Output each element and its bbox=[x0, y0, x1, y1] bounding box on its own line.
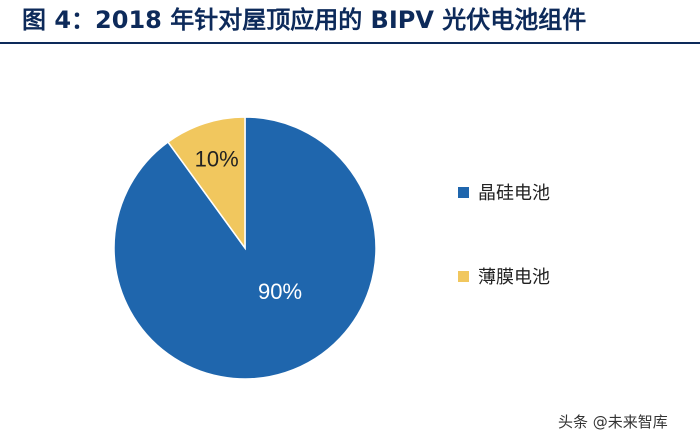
legend-label-crystalline: 晶硅电池 bbox=[478, 183, 550, 204]
legend-item-crystalline: 晶硅电池 bbox=[458, 178, 550, 206]
title-divider bbox=[0, 42, 700, 44]
legend-label-thin-film: 薄膜电池 bbox=[478, 267, 550, 288]
pie-label-crystalline: 90% bbox=[258, 279, 302, 304]
page-title: 图 4：2018 年针对屋顶应用的 BIPV 光伏电池组件 bbox=[22, 6, 587, 34]
pie-label-thin-film: 10% bbox=[195, 147, 239, 172]
legend-item-thin-film: 薄膜电池 bbox=[458, 262, 550, 290]
watermark: 头条 @未来智库 bbox=[558, 413, 668, 431]
pie-slice-thin-film bbox=[166, 116, 246, 251]
legend-swatch-crystalline bbox=[458, 186, 469, 198]
legend-swatch-thin-film bbox=[458, 270, 469, 282]
chart-legend: 晶硅电池 薄膜电池 bbox=[458, 178, 550, 346]
